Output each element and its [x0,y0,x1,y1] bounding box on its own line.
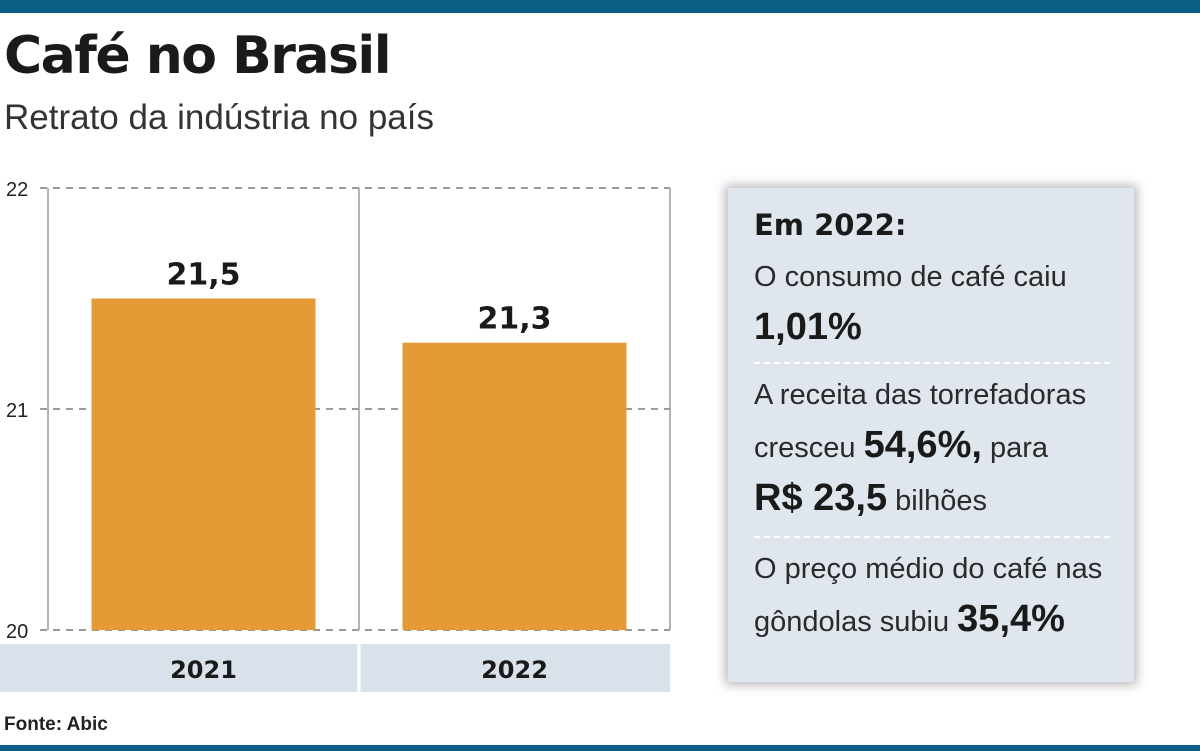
panel-divider [754,536,1110,538]
chart-title: Café no Brasil [4,26,392,86]
bar-2022 [402,342,627,630]
y-tick-label: 22 [6,179,28,201]
fact-revenue-value: 54,6%, [863,424,982,466]
category-band [0,644,670,692]
facts-panel: Em 2022: O consumo de café caiu 1,01% A … [728,188,1134,682]
fact-revenue-amount: R$ 23,5 [754,477,888,519]
fact-revenue-unit: bilhões [895,485,988,517]
fact-revenue-line2: cresceu 54,6%, para [754,420,1110,473]
panel-divider [754,362,1110,364]
fact-revenue-pre: cresceu [754,432,856,464]
top-accent-rule [0,0,1200,13]
bar-value-label: 21,3 [477,302,551,337]
panel-heading: Em 2022: [754,208,907,242]
fact-revenue-line1: A receita das torrefadoras [754,379,1087,411]
y-tick-label: 20 [6,621,28,643]
bar-2021 [91,298,316,630]
chart-subtitle: Retrato da indústria no país [4,98,434,137]
fact-price: O preço médio do café nas gôndolas subiu… [754,544,1110,647]
fact-revenue-line3: R$ 23,5 bilhões [754,473,1110,526]
fact-revenue-post: para [989,432,1049,464]
fact-consumption-value: 1,01% [754,306,862,348]
fact-price-value: 35,4% [957,598,1065,640]
fact-price-pre: gôndolas subiu [754,606,950,638]
fact-price-line2: gôndolas subiu 35,4% [754,594,1110,647]
x-tick-label: 2021 [170,656,237,684]
bottom-accent-rule [0,745,1200,751]
bar-value-label: 21,5 [166,258,240,293]
fact-consumption-text: O consumo de café caiu [754,261,1067,293]
fact-consumption: O consumo de café caiu 1,01% [754,252,1110,352]
y-tick-label: 21 [6,400,28,422]
x-tick-label: 2022 [481,656,548,684]
source-note: Fonte: Abic [4,714,108,735]
fact-price-line1: O preço médio do café nas [754,553,1103,585]
fact-revenue: A receita das torrefadoras cresceu 54,6%… [754,370,1110,526]
